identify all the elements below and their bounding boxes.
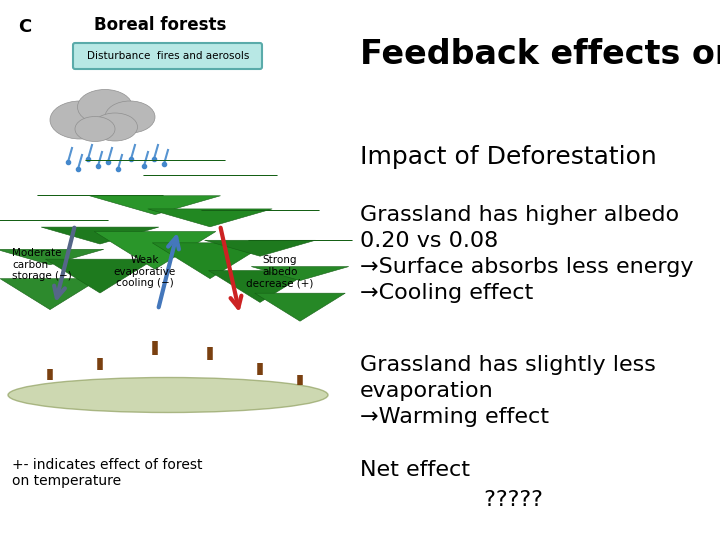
- Ellipse shape: [8, 377, 328, 413]
- Polygon shape: [153, 243, 268, 279]
- Text: Moderate
carbon
storage (−): Moderate carbon storage (−): [12, 248, 72, 281]
- Ellipse shape: [92, 113, 138, 141]
- Text: Strong
albedo
decrease (+): Strong albedo decrease (+): [246, 255, 314, 288]
- Text: Impact of Deforestation: Impact of Deforestation: [360, 145, 657, 169]
- Text: 0.20 vs 0.08: 0.20 vs 0.08: [360, 231, 498, 251]
- FancyBboxPatch shape: [73, 43, 262, 69]
- Text: Feedback effects on climate: Feedback effects on climate: [360, 38, 720, 71]
- Text: →Warming effect: →Warming effect: [360, 407, 549, 427]
- Polygon shape: [89, 195, 220, 214]
- Text: C: C: [18, 18, 31, 36]
- Text: Grassland has slightly less: Grassland has slightly less: [360, 355, 656, 375]
- Polygon shape: [148, 209, 272, 227]
- Text: evaporation: evaporation: [360, 381, 494, 401]
- Text: →Cooling effect: →Cooling effect: [360, 283, 534, 303]
- Text: +- indicates effect of forest
on temperature: +- indicates effect of forest on tempera…: [12, 458, 202, 488]
- Text: Boreal forests: Boreal forests: [94, 16, 226, 34]
- Polygon shape: [41, 227, 159, 244]
- Ellipse shape: [78, 90, 132, 125]
- Text: →Surface absorbs less energy: →Surface absorbs less energy: [360, 257, 693, 277]
- Polygon shape: [45, 259, 155, 293]
- Polygon shape: [0, 279, 100, 309]
- Polygon shape: [209, 271, 312, 302]
- Ellipse shape: [50, 101, 110, 139]
- Text: Disturbance  fires and aerosols: Disturbance fires and aerosols: [87, 51, 249, 61]
- Text: Net effect: Net effect: [360, 460, 470, 480]
- Ellipse shape: [105, 101, 155, 133]
- Polygon shape: [94, 232, 216, 269]
- Text: ?????: ?????: [420, 490, 543, 510]
- Polygon shape: [251, 267, 348, 281]
- Polygon shape: [204, 240, 315, 256]
- Text: Grassland has higher albedo: Grassland has higher albedo: [360, 205, 679, 225]
- Text: Weak
evaporative
cooling (−): Weak evaporative cooling (−): [114, 255, 176, 288]
- Ellipse shape: [75, 117, 115, 141]
- Polygon shape: [0, 249, 104, 265]
- Polygon shape: [255, 293, 346, 321]
